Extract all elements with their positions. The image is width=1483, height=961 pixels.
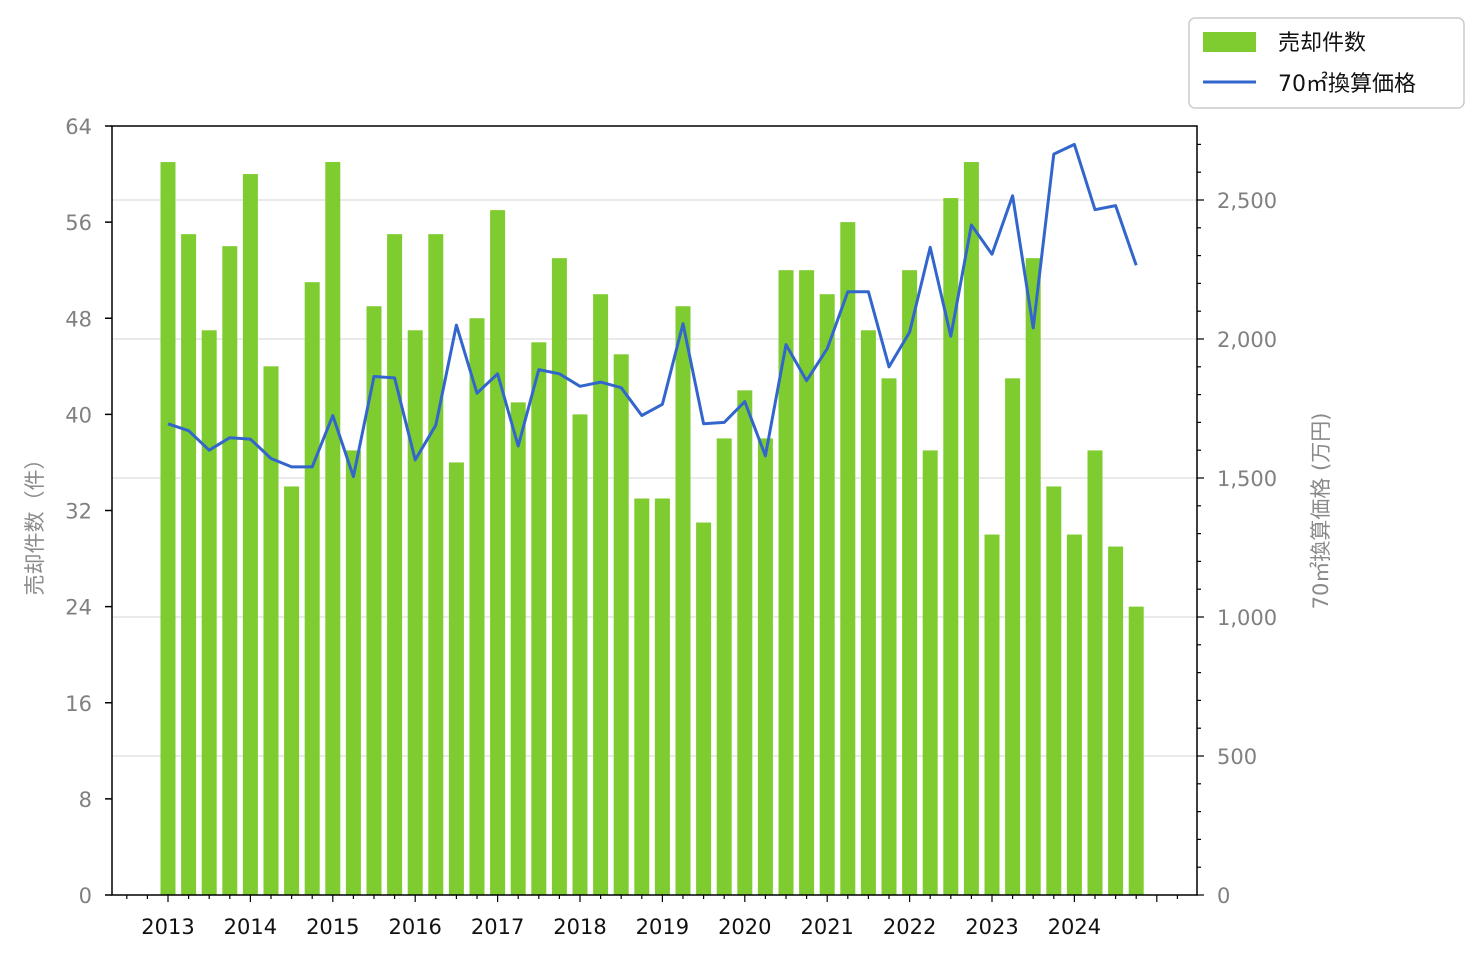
bar	[1108, 546, 1124, 895]
bar	[860, 330, 876, 895]
left-tick-label: 48	[65, 307, 92, 331]
left-tick-label: 32	[65, 500, 92, 524]
right-tick-label: 1,500	[1217, 467, 1277, 491]
bar	[1087, 450, 1103, 895]
bar	[819, 294, 835, 895]
legend: 売却件数 70㎡換算価格	[1188, 17, 1465, 109]
bar	[696, 522, 712, 895]
bar	[160, 162, 176, 895]
right-tick-label: 2,500	[1217, 189, 1277, 213]
x-tick-label: 2018	[553, 915, 606, 939]
x-tick-label: 2022	[883, 915, 936, 939]
bar	[1128, 606, 1144, 895]
axes: 0 8 16 24 32 40 48 56 64 0 500 1,000 1,500 2,000 2,500…	[65, 115, 1277, 939]
left-tick-label: 24	[65, 596, 92, 620]
x-tick-label: 2023	[965, 915, 1018, 939]
bar	[201, 330, 217, 895]
bar	[304, 282, 320, 895]
bar	[613, 354, 629, 895]
legend-label-bar: 売却件数	[1278, 31, 1366, 56]
bar	[922, 450, 938, 895]
bar	[737, 390, 753, 895]
right-tick-label: 1,000	[1217, 606, 1277, 630]
left-axis-title: 売却件数（件）	[23, 449, 47, 596]
bar	[1005, 378, 1021, 895]
x-tick-label: 2019	[636, 915, 689, 939]
left-tick-label: 64	[65, 115, 92, 139]
price-line	[167, 142, 1138, 479]
x-tick-label: 2021	[800, 915, 853, 939]
bar	[222, 246, 238, 895]
x-tick-label: 2020	[718, 915, 771, 939]
legend-box	[1188, 17, 1465, 109]
bar	[963, 162, 979, 895]
bar	[1066, 534, 1082, 895]
bar	[593, 294, 609, 895]
bar	[572, 414, 588, 895]
x-tick-label: 2013	[141, 915, 194, 939]
legend-label-line: 70㎡換算価格	[1278, 71, 1416, 97]
bar	[902, 270, 918, 895]
bar	[531, 342, 547, 895]
bar	[675, 306, 691, 895]
bar	[366, 306, 382, 895]
bar	[325, 162, 341, 895]
bar	[469, 318, 485, 895]
legend-bar-swatch	[1203, 32, 1256, 52]
bar	[840, 222, 856, 895]
x-tick-label: 2016	[388, 915, 441, 939]
bar	[284, 486, 300, 895]
bar	[345, 450, 361, 895]
bar	[778, 270, 794, 895]
bar	[551, 258, 567, 895]
x-tick-label: 2015	[306, 915, 359, 939]
bar	[943, 198, 959, 895]
bar	[490, 210, 506, 895]
right-tick-label: 0	[1217, 884, 1230, 908]
right-axis-title: 70㎡換算価格 (万円)	[1309, 413, 1333, 610]
x-tick-label: 2024	[1048, 915, 1101, 939]
bar	[242, 174, 258, 895]
bar	[387, 234, 403, 895]
line-series	[167, 142, 1138, 479]
bar	[654, 498, 670, 895]
bar	[757, 438, 773, 895]
bar	[407, 330, 423, 895]
bar	[881, 378, 897, 895]
bar	[716, 438, 732, 895]
bar	[799, 270, 815, 895]
right-tick-label: 2,000	[1217, 328, 1277, 352]
left-tick-label: 56	[65, 211, 92, 235]
bar	[448, 462, 464, 895]
bar	[510, 402, 526, 895]
x-tick-label: 2014	[224, 915, 277, 939]
bar	[263, 366, 279, 895]
right-tick-label: 500	[1217, 745, 1257, 769]
left-tick-label: 8	[79, 788, 92, 812]
bar	[1046, 486, 1062, 895]
bar	[428, 234, 444, 895]
left-tick-label: 40	[65, 403, 92, 427]
left-tick-label: 0	[79, 884, 92, 908]
bar	[634, 498, 650, 895]
left-tick-label: 16	[65, 692, 92, 716]
bar	[1025, 258, 1041, 895]
bar-series	[160, 162, 1144, 895]
x-tick-label: 2017	[471, 915, 524, 939]
bar	[181, 234, 197, 895]
bar	[984, 534, 1000, 895]
